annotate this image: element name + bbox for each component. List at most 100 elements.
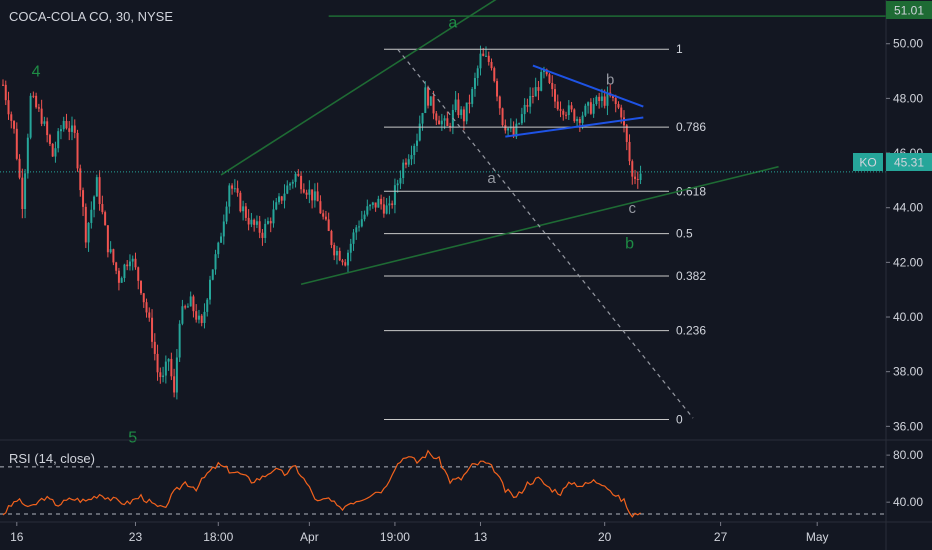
candle-body	[95, 177, 98, 197]
candle-body	[473, 78, 476, 90]
candle-body	[117, 270, 120, 283]
candle-body	[576, 119, 579, 122]
rsi-line	[2, 449, 641, 518]
candle-body	[181, 306, 184, 324]
fib-level-label: 0.618	[676, 184, 706, 198]
chart-title: COCA-COLA CO, 30, NYSE	[9, 9, 173, 24]
time-axis[interactable]: 16 23 18:00 Apr 19:00 13 20 27 May	[10, 522, 829, 544]
candle-body	[584, 105, 587, 116]
candle-body	[537, 87, 540, 91]
candle-body	[87, 222, 90, 243]
candle-body	[501, 108, 504, 126]
candle-body	[349, 243, 352, 253]
wave-label-4: 4	[32, 64, 41, 81]
rsi-tick-label: 80.00	[893, 448, 923, 462]
candle-body	[617, 104, 620, 108]
candle-body	[554, 89, 556, 102]
candle-body	[46, 121, 49, 136]
candle-body	[410, 155, 413, 160]
candle-body	[40, 108, 43, 124]
candle-body	[302, 189, 305, 193]
candle-body	[93, 196, 96, 210]
wave-label-b: b	[625, 236, 634, 253]
candle-body	[308, 189, 311, 195]
candle-body	[355, 227, 358, 233]
candle-body	[13, 120, 16, 129]
candle-body	[126, 264, 129, 267]
top-level-badge-text: 51.01	[894, 4, 924, 18]
candle-body	[109, 249, 112, 253]
candle-body	[29, 95, 32, 138]
candle-body	[625, 125, 628, 142]
candle-body	[123, 264, 126, 279]
candle-body	[587, 102, 590, 106]
candle-body	[128, 261, 131, 267]
candle-body	[98, 177, 101, 205]
candle-body	[581, 115, 584, 123]
time-tick-label: 20	[598, 530, 612, 544]
candle-body	[531, 95, 534, 97]
axis-badges: 51.01 KO 45.31	[853, 1, 932, 171]
candle-body	[476, 68, 479, 79]
candle-body	[363, 214, 366, 220]
candle-body	[10, 114, 13, 121]
candle-body	[300, 175, 303, 190]
candle-body	[316, 191, 319, 202]
wave-label-5: 5	[128, 430, 137, 447]
candle-body	[556, 101, 559, 110]
candle-body	[515, 123, 518, 137]
candle-body	[319, 201, 322, 214]
candle-body	[156, 353, 159, 373]
time-tick-label: May	[806, 530, 829, 544]
candle-body	[322, 213, 325, 217]
candle-body	[366, 206, 369, 215]
candle-body	[462, 109, 465, 122]
candle-body	[427, 87, 430, 106]
candle-body	[289, 183, 292, 186]
wave-label-c: c	[629, 200, 637, 217]
price-tick-label: 42.00	[893, 255, 923, 269]
candle-body	[32, 95, 35, 97]
candle-body	[286, 185, 289, 194]
candle-body	[151, 317, 154, 342]
candle-body	[239, 192, 242, 212]
candle-body	[382, 204, 385, 214]
candle-body	[402, 162, 405, 179]
candle-body	[385, 205, 388, 214]
candle-body	[551, 82, 554, 90]
candle-body	[413, 145, 416, 156]
time-tick-label: 16	[10, 530, 24, 544]
top-level-badge	[886, 1, 932, 19]
candle-body	[164, 361, 167, 376]
fib-level-label: 0.5	[676, 227, 693, 241]
candle-body	[487, 55, 490, 62]
candle-body	[266, 221, 269, 224]
trendline-triangle-bottom	[505, 116, 644, 138]
candle-body	[369, 204, 372, 207]
candle-body	[496, 81, 499, 97]
candle-body	[374, 202, 377, 208]
candle-body	[297, 173, 300, 176]
symbol-badge-text: KO	[859, 156, 876, 170]
candle-body	[140, 280, 142, 294]
candle-body	[377, 198, 380, 208]
last-price-badge	[886, 153, 932, 171]
candle-body	[313, 191, 316, 201]
candle-body	[407, 159, 410, 165]
candle-body	[65, 120, 68, 129]
trendline-triangle-top	[532, 64, 644, 108]
candle-body	[493, 68, 496, 82]
candle-body	[435, 113, 438, 121]
candle-body	[468, 102, 471, 104]
candle-body	[600, 96, 603, 101]
candle-body	[104, 212, 107, 226]
candle-body	[269, 221, 272, 224]
candle-body	[134, 258, 137, 268]
price-tick-label: 36.00	[893, 419, 923, 433]
price-tick-label: 50.00	[893, 37, 923, 51]
candle-body	[231, 185, 234, 189]
candle-body	[57, 131, 60, 149]
price-tick-label: 40.00	[893, 310, 923, 324]
